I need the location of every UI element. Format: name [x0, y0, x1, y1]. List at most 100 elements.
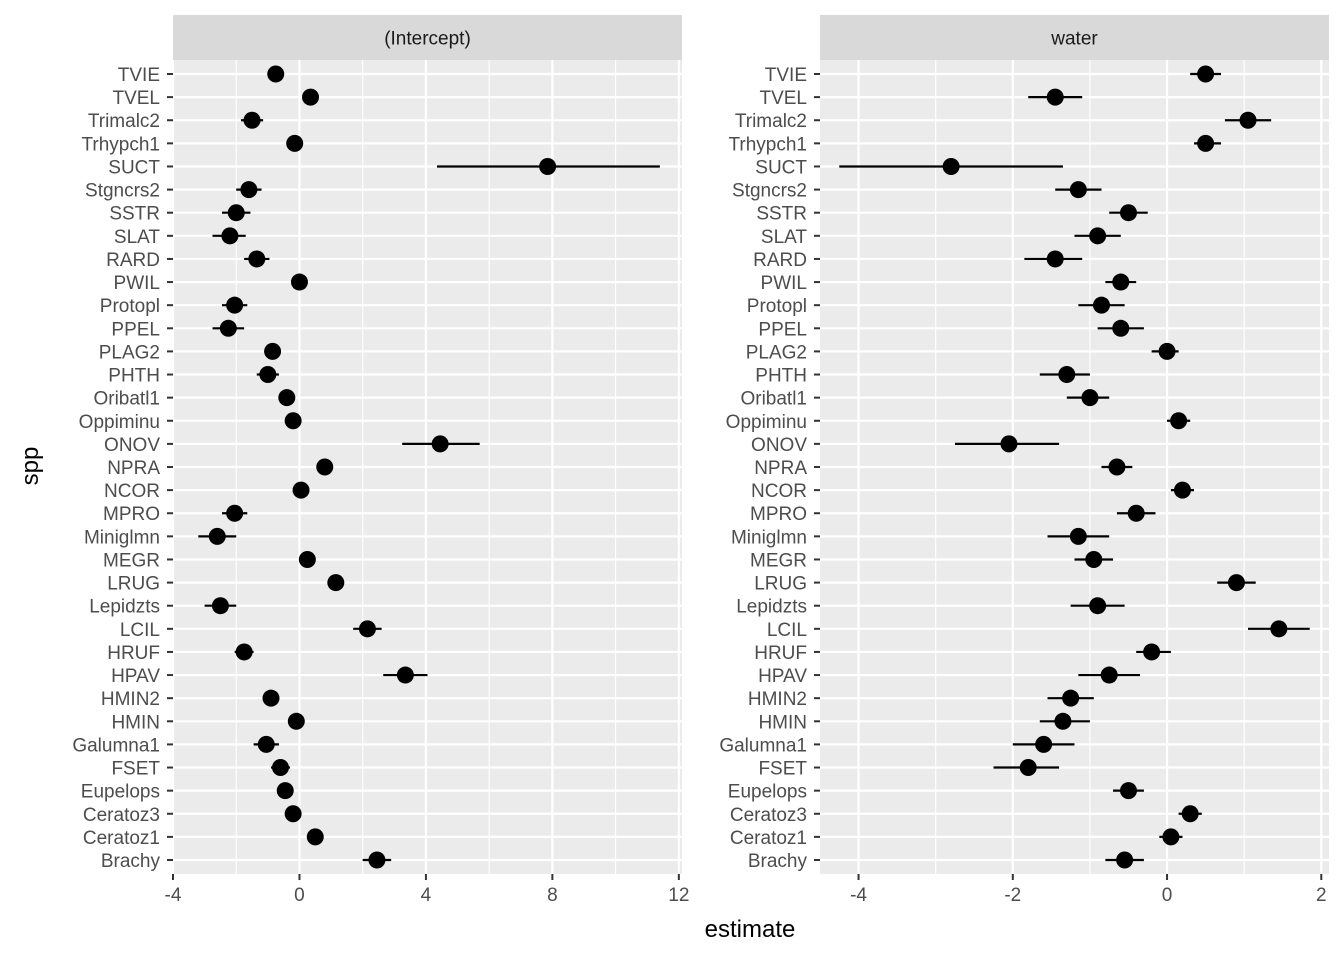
- estimate-point: [396, 666, 414, 684]
- estimate-point: [1019, 759, 1037, 777]
- estimate-point: [1127, 504, 1145, 522]
- y-tick-label: HPAV: [758, 666, 807, 687]
- estimate-point: [235, 643, 253, 661]
- y-tick-label: NCOR: [751, 481, 807, 502]
- y-tick-label: Lepidzts: [89, 597, 160, 618]
- y-tick-label: Stgncrs2: [85, 181, 160, 202]
- y-tick-label: MEGR: [103, 550, 160, 571]
- estimate-point: [316, 458, 334, 476]
- y-tick-label: HPAV: [111, 666, 160, 687]
- estimate-point: [284, 412, 302, 430]
- y-tick-label: Stgncrs2: [732, 181, 807, 202]
- y-tick-label: Eupelops: [81, 782, 160, 803]
- facet-strip-label: water: [1050, 29, 1098, 50]
- y-tick-label: Miniglmn: [731, 527, 807, 548]
- y-tick-label: SSTR: [109, 204, 160, 225]
- x-tick-label: 2: [1316, 885, 1327, 906]
- y-tick-label: MPRO: [750, 504, 807, 525]
- x-tick-label: 0: [1162, 885, 1173, 906]
- y-tick-label: Galumna1: [719, 735, 807, 756]
- y-tick-label: MEGR: [750, 550, 807, 571]
- estimate-point: [1227, 574, 1245, 592]
- y-tick-label: SLAT: [114, 227, 161, 248]
- estimate-point: [1170, 412, 1188, 430]
- y-tick-label: Trimalc2: [88, 111, 160, 132]
- estimate-point: [327, 574, 345, 592]
- estimate-point: [211, 597, 229, 615]
- estimate-point: [1197, 134, 1215, 152]
- y-tick-label: TVIE: [118, 65, 160, 86]
- estimate-point: [1158, 342, 1176, 360]
- y-tick-label: NPRA: [107, 458, 160, 479]
- estimate-point: [1062, 689, 1080, 707]
- estimate-point: [271, 759, 289, 777]
- y-tick-label: Eupelops: [728, 782, 807, 803]
- y-tick-label: ONOV: [104, 435, 160, 456]
- y-tick-label: Brachy: [748, 851, 808, 872]
- estimate-point: [278, 389, 296, 407]
- estimate-point: [262, 689, 280, 707]
- estimate-point: [1112, 273, 1130, 291]
- estimate-point: [248, 250, 266, 268]
- y-tick-label: PWIL: [761, 273, 807, 294]
- estimate-point: [276, 782, 294, 800]
- estimate-point: [539, 157, 557, 175]
- estimate-point: [267, 65, 285, 83]
- estimate-point: [240, 181, 258, 199]
- estimate-point: [290, 273, 308, 291]
- y-tick-label: SLAT: [761, 227, 808, 248]
- estimate-point: [942, 157, 960, 175]
- estimate-point: [302, 88, 320, 106]
- y-tick-label: TVEL: [759, 88, 807, 109]
- y-tick-label: FSET: [758, 759, 807, 780]
- estimate-point: [1100, 666, 1118, 684]
- y-tick-label: HMIN2: [101, 689, 160, 710]
- x-tick-label: 0: [294, 885, 305, 906]
- x-tick-label: -4: [850, 885, 867, 906]
- estimate-point: [1085, 550, 1103, 568]
- estimate-point: [1112, 319, 1130, 337]
- y-tick-label: RARD: [753, 250, 807, 271]
- y-tick-label: SUCT: [755, 157, 807, 178]
- y-tick-label: NCOR: [104, 481, 160, 502]
- y-tick-label: LCIL: [120, 620, 160, 641]
- y-tick-label: Ceratoz1: [730, 828, 807, 849]
- estimate-point: [1092, 296, 1110, 314]
- facet-panel-1: water -4 -2 0 2 BrachyCeratoz1Ceratoz3Eupelop…: [719, 15, 1329, 906]
- y-tick-label: Oribatl1: [740, 389, 807, 410]
- estimate-point: [1143, 643, 1161, 661]
- y-tick-label: Lepidzts: [736, 597, 807, 618]
- estimate-point: [1035, 735, 1053, 753]
- y-tick-label: NPRA: [754, 458, 807, 479]
- y-tick-label: Oppiminu: [726, 412, 807, 433]
- x-tick-label: 8: [547, 885, 558, 906]
- x-tick-label: 12: [668, 885, 689, 906]
- y-tick-label: Ceratoz3: [730, 805, 807, 826]
- estimate-point: [1239, 111, 1257, 129]
- estimate-point: [227, 204, 245, 222]
- estimate-point: [286, 134, 304, 152]
- estimate-point: [358, 620, 376, 638]
- y-tick-label: SSTR: [756, 204, 807, 225]
- y-tick-label: Protopl: [100, 296, 160, 317]
- facet-strip: [820, 15, 1329, 60]
- estimate-point: [1069, 181, 1087, 199]
- y-tick-label: PHTH: [755, 366, 807, 387]
- y-tick-label: Ceratoz3: [83, 805, 160, 826]
- x-tick-label: -2: [1004, 885, 1021, 906]
- y-tick-label: PLAG2: [99, 342, 160, 363]
- estimate-point: [1081, 389, 1099, 407]
- y-tick-label: Miniglmn: [84, 527, 160, 548]
- estimate-point: [298, 550, 316, 568]
- estimate-point: [431, 435, 449, 453]
- y-tick-label: SUCT: [108, 157, 160, 178]
- estimate-point: [1000, 435, 1018, 453]
- estimate-point: [287, 712, 305, 730]
- estimate-point: [1119, 782, 1137, 800]
- estimate-point: [1270, 620, 1288, 638]
- y-tick-label: PHTH: [108, 366, 160, 387]
- estimate-point: [208, 527, 226, 545]
- y-tick-label: MPRO: [103, 504, 160, 525]
- y-tick-label: Protopl: [747, 296, 807, 317]
- y-tick-label: Oppiminu: [79, 412, 160, 433]
